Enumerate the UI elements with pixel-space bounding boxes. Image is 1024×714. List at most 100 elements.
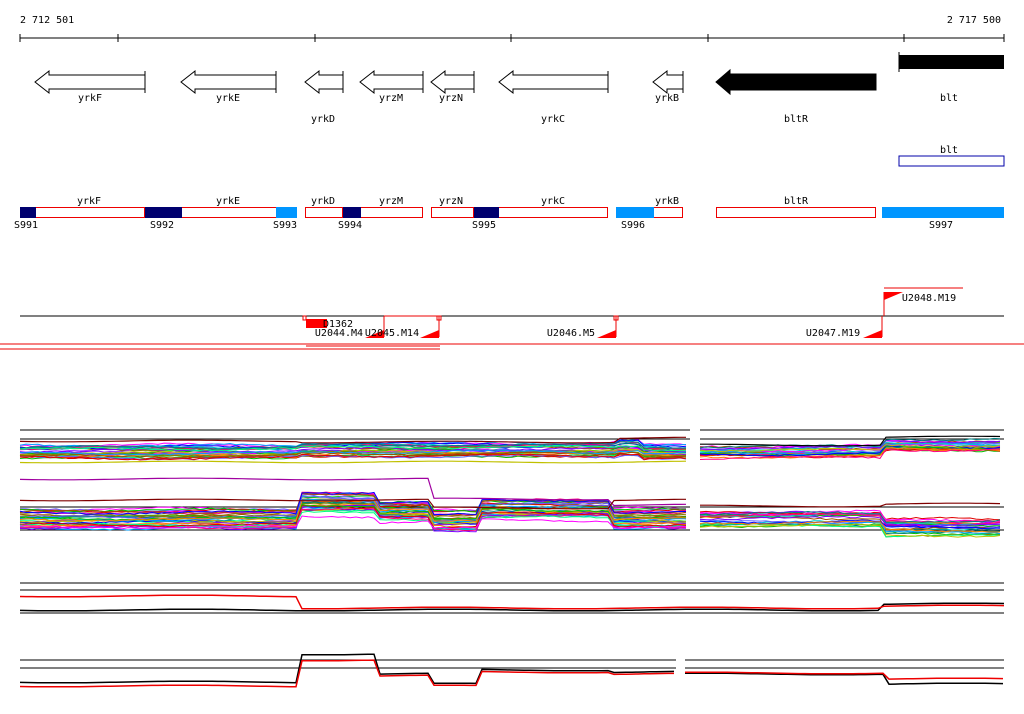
panel-1-top-left [19,429,690,464]
transcript-label-u2044: U2044.M4 [315,328,363,339]
expression-trace [19,449,687,456]
expression-trace-highlight [19,594,1005,610]
expression-trace [19,510,686,529]
coordinate-ruler: 2 712 501 2 717 500 [19,15,1005,42]
expression-trace [699,440,1001,451]
expression-trace [19,493,687,516]
site-label: S995 [472,220,496,231]
u2045-flag[interactable] [420,330,439,338]
panel-1-bottom-right [699,502,1004,538]
expression-trace-highlight [684,671,1004,680]
expression-trace-highlight [700,502,1001,508]
blt-track: blt [898,145,1005,167]
expression-trace [699,523,1001,538]
gene-yrkB[interactable]: yrkB [652,69,684,104]
segment-label: bltR [784,196,809,207]
coord-start: 2 712 501 [20,15,74,26]
gene-yrkE[interactable]: yrkE [180,69,277,104]
expression-trace [19,500,687,521]
panel-3-right [684,659,1004,685]
expression-trace [19,491,687,516]
gene-arrow[interactable] [304,69,344,95]
segment-label: yrzM [379,196,403,207]
u2048-flag[interactable] [884,292,903,300]
gene-arrow[interactable] [652,69,684,95]
gene-yrkC[interactable]: yrkC [498,69,609,125]
gene-arrow[interactable] [430,69,475,95]
expression-trace-highlight [19,477,687,507]
segment-box[interactable] [305,207,343,218]
segment-block-dark [474,207,499,218]
gene-label: yrzN [439,93,463,104]
gene-bltR[interactable]: bltR [715,68,877,125]
site-label: S993 [273,220,297,231]
gene-yrzN[interactable]: yrzN [430,69,475,104]
expression-trace [699,448,1000,460]
expression-trace [699,441,1001,451]
blt-track-box[interactable] [898,155,1005,167]
expression-trace [19,504,687,529]
segment-box[interactable] [431,207,474,218]
site-label: S991 [14,220,38,231]
transcript-label-u2046: U2046.M5 [547,328,595,339]
site-label: S992 [150,220,174,231]
expression-trace [19,515,687,530]
segment-box[interactable] [20,207,145,218]
expression-trace [19,449,687,456]
u2047-flag[interactable] [863,330,882,338]
gene-label: yrkB [655,93,679,104]
expression-trace-highlight [19,659,674,688]
u2044-flag[interactable] [365,330,384,338]
gene-bar[interactable] [899,55,1004,69]
gene-arrow[interactable] [359,69,424,95]
gene-label: yrzM [379,93,403,104]
segment-block-light [276,207,297,218]
transcript-label-d1362: D1362 [323,319,353,330]
gene-label: yrkE [216,93,240,104]
expression-trace [699,520,1001,535]
expression-trace-highlight [19,653,675,685]
segment-box[interactable] [716,207,876,218]
gene-arrow[interactable] [34,69,146,95]
expression-trace [19,444,686,452]
expression-trace-highlight [19,498,686,510]
blt-track-label: blt [940,145,958,156]
expression-trace [19,440,687,450]
gene-yrkF[interactable]: yrkF [34,69,146,104]
gene-arrow[interactable] [715,68,877,96]
panel-1-bottom-left [19,477,690,533]
gene-label: blt [940,93,958,104]
segment-label: yrkB [655,196,679,207]
expression-trace [699,512,1001,524]
expression-trace [699,519,1001,530]
transcript-label-u2048: U2048.M19 [902,293,956,304]
expression-trace [699,515,1001,527]
gene-arrow[interactable] [180,69,277,95]
coord-end: 2 717 500 [947,15,1001,26]
segment-label: yrkE [216,196,240,207]
gene-yrzM[interactable]: yrzM [359,69,424,104]
expression-trace [699,520,1000,533]
d1362-bracket [302,315,307,321]
u2045-end-tick [436,315,442,321]
gene-label: yrkC [541,114,565,125]
gene-track: yrkF yrkE yrkD yrzM yrzN yrkC yrkB bltR blt [34,52,1004,125]
expression-trace-highlight [684,672,1004,685]
segment-block-dark [145,207,182,218]
segment-block-dark [343,207,361,218]
segment-label: yrkC [541,196,565,207]
gene-yrkD[interactable]: yrkD [304,69,344,125]
transcript-track: U2048.M19 D1362 U2044.M4 U2045.M14 U2046… [0,287,1024,350]
transcript-label-u2047: U2047.M19 [806,328,860,339]
segment-label: yrkD [311,196,335,207]
expression-trace-highlight [19,436,686,444]
expression-panels [19,429,1005,688]
segment-label: yrzN [439,196,463,207]
d1362-marker[interactable] [306,319,327,328]
u2046-flag[interactable] [597,330,616,338]
gene-arrow[interactable] [498,69,609,95]
transcript-label-u2045: U2045.M14 [365,328,419,339]
expression-trace [19,445,686,453]
gene-blt[interactable]: blt [898,52,1004,104]
site-label: S994 [338,220,362,231]
